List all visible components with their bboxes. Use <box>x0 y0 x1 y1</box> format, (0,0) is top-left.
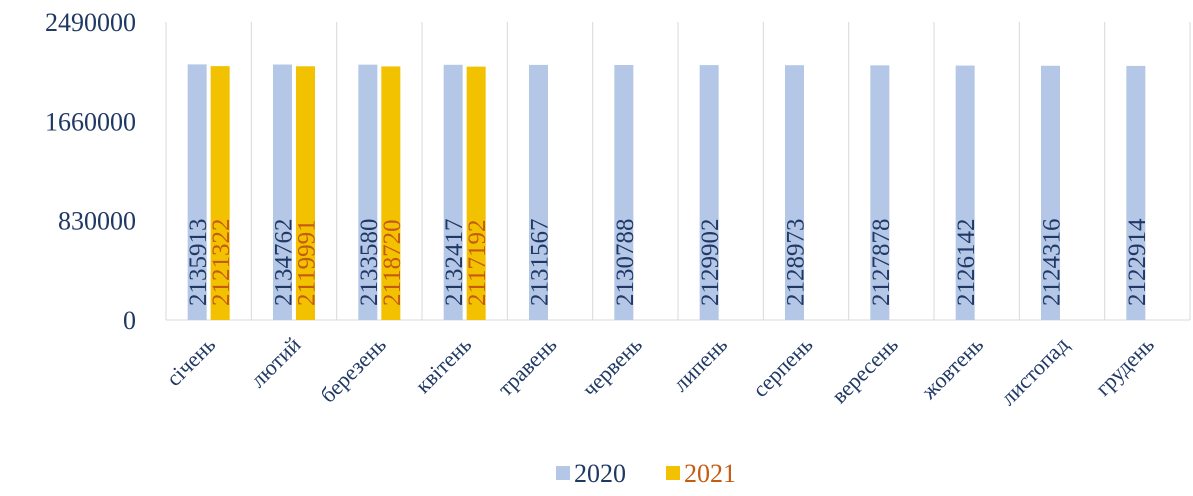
data-label-2020: 2132417 <box>441 219 468 306</box>
data-label-2020: 2122914 <box>1124 218 1151 306</box>
data-label-2020: 2135913 <box>185 218 212 306</box>
data-label-2020: 2131567 <box>527 219 554 307</box>
bar-2020 <box>614 64 634 321</box>
bar-2020 <box>785 65 804 320</box>
legend-swatch-2020 <box>556 466 570 480</box>
bar-2020 <box>358 64 378 320</box>
data-label-2020: 2126142 <box>953 218 980 306</box>
x-tick-label: квітень <box>410 332 476 398</box>
bar-2020 <box>1041 65 1060 320</box>
data-label-2020: 2133580 <box>356 219 383 307</box>
bar-2021 <box>210 66 230 320</box>
legend-label-2020: 2020 <box>574 459 626 488</box>
bar-2021 <box>381 66 401 320</box>
x-tick-label: лютий <box>245 332 305 392</box>
legend-swatch-2021 <box>666 466 680 480</box>
x-tick-label: травень <box>493 332 562 401</box>
bar-2021 <box>296 66 315 321</box>
data-label-2020: 2127878 <box>868 219 895 307</box>
bar-2020 <box>529 64 548 321</box>
gridlines <box>165 22 1191 321</box>
data-label-2021: 2117192 <box>464 219 491 306</box>
x-tick-label: листопад <box>995 332 1073 410</box>
bar-2020 <box>955 65 975 321</box>
x-tick-label: жовтень <box>916 332 989 405</box>
x-tick-label: січень <box>161 332 220 391</box>
legend: 2020 2021 <box>556 459 736 488</box>
data-label-2020: 2129902 <box>697 219 724 307</box>
data-label-2020: 2124316 <box>1039 219 1066 307</box>
x-tick-label: грудень <box>1090 332 1159 401</box>
data-label-2021: 2118720 <box>379 219 406 306</box>
bar-2020 <box>870 65 890 321</box>
bar-2020 <box>443 64 463 320</box>
y-axis: 0 830000 1660000 2490000 <box>45 8 136 335</box>
bar-2020 <box>273 64 292 320</box>
bar-2021 <box>466 66 486 320</box>
y-tick-label: 830000 <box>58 207 136 236</box>
x-tick-label: березень <box>315 332 391 408</box>
data-label-2020: 2134762 <box>271 219 298 307</box>
y-tick-label: 1660000 <box>45 107 136 136</box>
data-label-2021: 2119991 <box>294 219 321 306</box>
bar-2020 <box>1126 65 1146 321</box>
data-label-2020: 2130788 <box>612 219 639 307</box>
data-label-2021: 2121322 <box>208 218 235 306</box>
legend-label-2021: 2021 <box>684 459 736 488</box>
x-axis: січень лютий березень квітень травень червень… <box>161 332 1159 410</box>
data-label-2020: 2128973 <box>783 219 810 307</box>
y-tick-label: 2490000 <box>45 8 136 37</box>
x-tick-label: вересень <box>827 332 903 408</box>
bar-2020 <box>187 64 207 320</box>
bar-2020 <box>699 65 719 320</box>
bars <box>187 64 1146 321</box>
x-tick-label: червень <box>577 332 647 402</box>
x-tick-label: липень <box>668 332 732 396</box>
y-tick-label: 0 <box>123 306 136 335</box>
x-tick-label: серпень <box>747 332 817 402</box>
